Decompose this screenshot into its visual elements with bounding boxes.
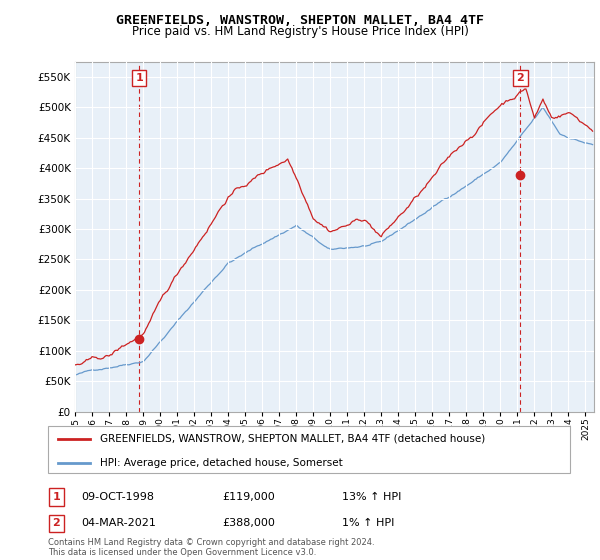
Text: HPI: Average price, detached house, Somerset: HPI: Average price, detached house, Some… <box>100 458 343 468</box>
Text: 09-OCT-1998: 09-OCT-1998 <box>81 492 154 502</box>
Text: 2: 2 <box>517 73 524 83</box>
Text: £388,000: £388,000 <box>222 519 275 528</box>
Text: Contains HM Land Registry data © Crown copyright and database right 2024.
This d: Contains HM Land Registry data © Crown c… <box>48 538 374 557</box>
Text: £119,000: £119,000 <box>222 492 275 502</box>
Text: 2: 2 <box>53 519 60 528</box>
Text: Price paid vs. HM Land Registry's House Price Index (HPI): Price paid vs. HM Land Registry's House … <box>131 25 469 38</box>
FancyBboxPatch shape <box>49 488 64 506</box>
Text: 1% ↑ HPI: 1% ↑ HPI <box>342 519 394 528</box>
Text: 1: 1 <box>135 73 143 83</box>
Text: GREENFIELDS, WANSTROW, SHEPTON MALLET, BA4 4TF (detached house): GREENFIELDS, WANSTROW, SHEPTON MALLET, B… <box>100 434 485 444</box>
Text: 04-MAR-2021: 04-MAR-2021 <box>81 519 156 528</box>
Text: 13% ↑ HPI: 13% ↑ HPI <box>342 492 401 502</box>
FancyBboxPatch shape <box>49 515 64 532</box>
Text: GREENFIELDS, WANSTROW, SHEPTON MALLET, BA4 4TF: GREENFIELDS, WANSTROW, SHEPTON MALLET, B… <box>116 14 484 27</box>
FancyBboxPatch shape <box>48 426 570 473</box>
Text: 1: 1 <box>53 492 60 502</box>
